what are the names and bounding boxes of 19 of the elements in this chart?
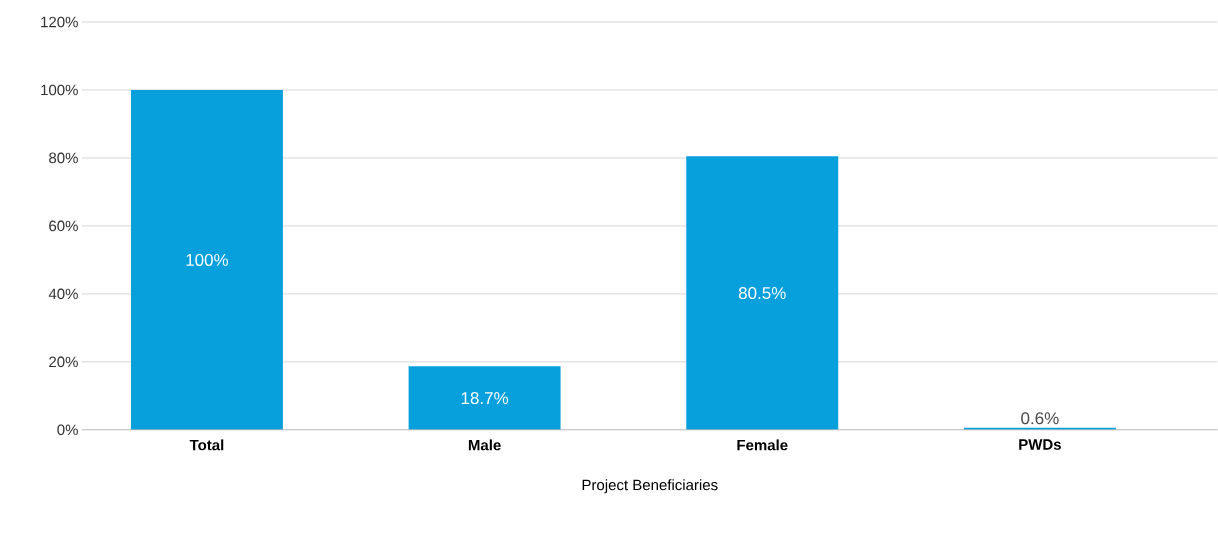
x-tick-label: PWDs <box>1019 439 1061 450</box>
y-tick-label: 0% <box>57 424 78 436</box>
y-tick-label: 60% <box>49 220 78 232</box>
data-label: 100% <box>186 253 229 267</box>
y-tick-label: 80% <box>49 152 78 164</box>
y-tick-label: 40% <box>48 288 78 300</box>
bar <box>408 366 561 430</box>
data-label: 0.6% <box>1021 412 1059 425</box>
x-tick-label: Female <box>737 439 788 451</box>
y-tick-label: 100% <box>41 84 78 96</box>
data-label: 80.5% <box>738 287 786 300</box>
x-tick-label: Total <box>189 439 224 451</box>
x-axis-title: Project Beneficiaries <box>582 479 718 494</box>
bar <box>130 90 283 430</box>
bar <box>686 156 839 430</box>
y-tick-label: 120% <box>41 16 78 28</box>
data-label: 18.7% <box>461 392 509 405</box>
y-tick-label: 20% <box>49 356 78 368</box>
x-tick-label: Male <box>468 439 501 451</box>
